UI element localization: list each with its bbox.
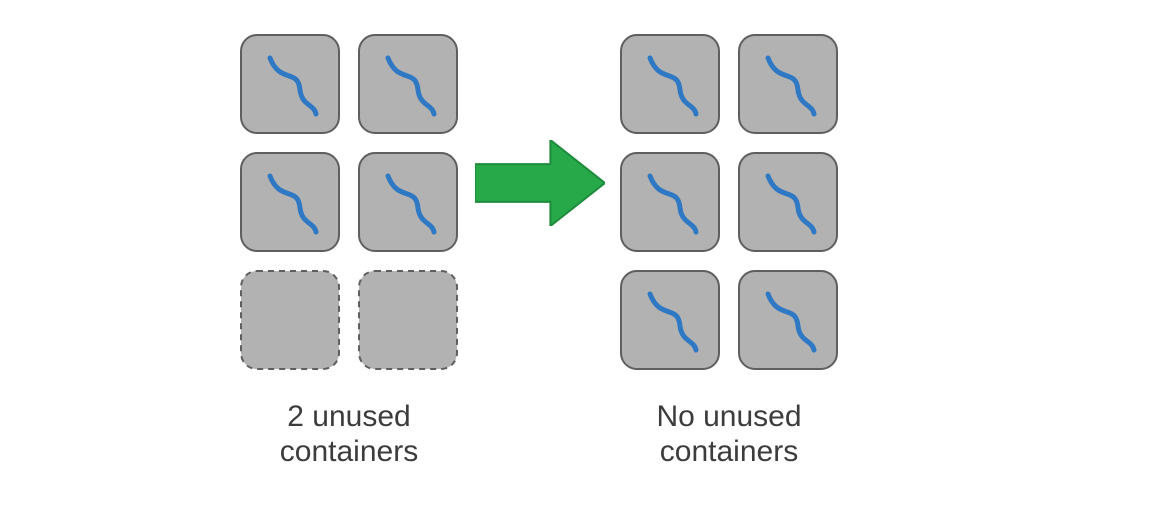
container-tile: [620, 270, 720, 370]
right-container-grid: [620, 34, 838, 370]
diagram-stage: 2 unused containers No unused containers: [0, 0, 1163, 525]
container-tile: [358, 34, 458, 134]
container-tile: [738, 270, 838, 370]
container-tile: [240, 152, 340, 252]
container-tile: [620, 152, 720, 252]
container-tile: [358, 152, 458, 252]
container-tile: [620, 34, 720, 134]
container-tile: [738, 152, 838, 252]
container-tile: [738, 34, 838, 134]
right-caption: No unused containers: [620, 400, 838, 469]
container-tile-unused: [240, 270, 340, 370]
container-tile: [240, 34, 340, 134]
container-tile-unused: [358, 270, 458, 370]
transition-arrow-icon: [475, 140, 605, 231]
left-container-grid: [240, 34, 458, 370]
left-caption: 2 unused containers: [240, 400, 458, 469]
